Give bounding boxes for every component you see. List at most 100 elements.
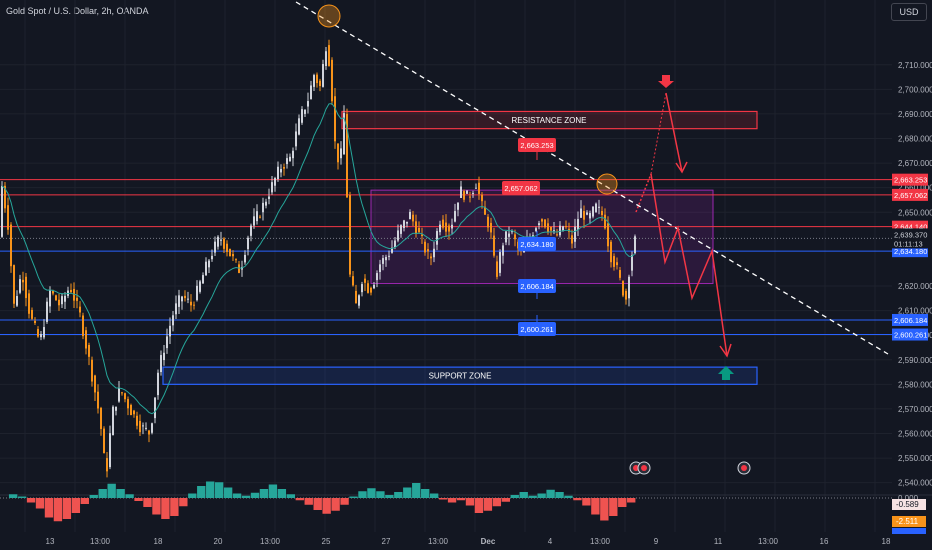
price-axis-tag-text: 2,644.140 bbox=[894, 223, 927, 232]
candle-body bbox=[262, 202, 264, 213]
candle-body bbox=[475, 187, 477, 189]
oscillator-bar bbox=[44, 498, 54, 518]
candle-body bbox=[178, 295, 180, 307]
candle-body bbox=[142, 425, 144, 427]
candle-body bbox=[166, 336, 168, 349]
level-tag bbox=[502, 181, 540, 195]
candle-body bbox=[295, 131, 297, 147]
candle-body bbox=[139, 420, 141, 433]
oscillator-bar bbox=[62, 498, 72, 519]
oscillator-tag bbox=[892, 516, 926, 527]
candle-body bbox=[103, 428, 105, 454]
candle-body bbox=[595, 203, 597, 212]
candle-body bbox=[118, 388, 120, 402]
oscillator-bar bbox=[179, 498, 188, 507]
candle-body bbox=[433, 248, 435, 258]
candle-body bbox=[619, 270, 621, 278]
candle-body bbox=[148, 430, 150, 435]
candle-body bbox=[193, 304, 195, 306]
last-price-text: 2,639.370 bbox=[894, 230, 927, 239]
oscillator-bar bbox=[367, 488, 376, 498]
candle-body bbox=[553, 230, 555, 232]
candle-body bbox=[613, 256, 615, 267]
candle-body bbox=[373, 284, 375, 289]
oscillator-bar bbox=[89, 495, 98, 498]
candle-body bbox=[442, 219, 444, 228]
candle-body bbox=[352, 276, 354, 286]
candle-body bbox=[217, 236, 219, 247]
oscillator-bar bbox=[250, 492, 260, 498]
oscillator-bar bbox=[17, 496, 27, 498]
oscillator-bar bbox=[600, 498, 609, 521]
candle-body bbox=[538, 223, 540, 226]
candle-body bbox=[346, 113, 348, 198]
candle-body bbox=[43, 327, 45, 338]
oscillator-bar bbox=[80, 498, 89, 504]
candle-body bbox=[208, 260, 210, 268]
candle-body bbox=[145, 427, 147, 429]
level-tag-text: 2,634.180 bbox=[520, 240, 553, 249]
price-axis-tag bbox=[892, 313, 928, 326]
candle-body bbox=[544, 219, 546, 228]
candle-body bbox=[220, 239, 222, 241]
level-tag-text: 2,600.261 bbox=[520, 325, 553, 334]
y-tick-label: 2,550.000 bbox=[898, 454, 932, 463]
oscillator-bar bbox=[340, 498, 349, 505]
candle-body bbox=[412, 214, 414, 222]
up-arrow-icon bbox=[718, 366, 734, 380]
candle-body bbox=[163, 352, 165, 361]
candle-body bbox=[445, 222, 447, 232]
candle-body bbox=[49, 289, 51, 307]
oscillator-bar bbox=[555, 492, 564, 498]
candle-body bbox=[238, 264, 240, 273]
candle-body bbox=[124, 393, 126, 400]
candle-body bbox=[328, 45, 330, 66]
candle-body bbox=[604, 214, 606, 229]
candle-body bbox=[556, 234, 558, 236]
x-tick-label: 16 bbox=[820, 537, 829, 546]
oscillator-bar bbox=[385, 495, 394, 498]
level-tag-text: 2,663.253 bbox=[520, 141, 553, 150]
candle-body bbox=[322, 64, 324, 87]
candle-body bbox=[559, 225, 561, 236]
candle-body bbox=[385, 256, 387, 261]
candle-body bbox=[187, 298, 189, 300]
candle-body bbox=[211, 255, 213, 260]
oscillator-bar bbox=[197, 486, 206, 498]
candle-body bbox=[589, 213, 591, 219]
event-flag-icon bbox=[633, 465, 639, 471]
resistance-zone-label: RESISTANCE ZONE bbox=[512, 116, 587, 125]
candle-body bbox=[478, 182, 480, 194]
oscillator-bar bbox=[358, 491, 367, 498]
candle-body bbox=[97, 391, 99, 409]
candle-body bbox=[394, 240, 396, 248]
candle-body bbox=[550, 227, 552, 231]
x-tick-label: 18 bbox=[154, 537, 163, 546]
candle-body bbox=[19, 279, 21, 293]
currency-button[interactable]: USD bbox=[891, 3, 927, 21]
oscillator-tag bbox=[892, 528, 926, 534]
oscillator-bar bbox=[206, 481, 215, 498]
x-tick-label: 11 bbox=[714, 537, 723, 546]
candle-body bbox=[499, 252, 501, 273]
candle-body bbox=[427, 249, 429, 252]
candle-body bbox=[409, 211, 411, 220]
oscillator-bar bbox=[116, 489, 125, 498]
candle-body bbox=[259, 216, 261, 218]
candle-body bbox=[181, 296, 183, 302]
candle-body bbox=[229, 248, 231, 257]
candle-body bbox=[58, 299, 60, 306]
candle-body bbox=[70, 289, 72, 293]
candle-body bbox=[175, 303, 177, 315]
oscillator-bar bbox=[528, 495, 537, 498]
oscillator-bar bbox=[8, 494, 18, 498]
candle-body bbox=[562, 226, 564, 231]
candle-body bbox=[484, 206, 486, 215]
candle-body bbox=[223, 238, 225, 249]
candle-body bbox=[112, 406, 114, 436]
candle-body bbox=[169, 325, 171, 337]
price-axis-tag bbox=[892, 173, 928, 186]
candle-body bbox=[301, 109, 303, 123]
candle-body bbox=[277, 166, 279, 180]
